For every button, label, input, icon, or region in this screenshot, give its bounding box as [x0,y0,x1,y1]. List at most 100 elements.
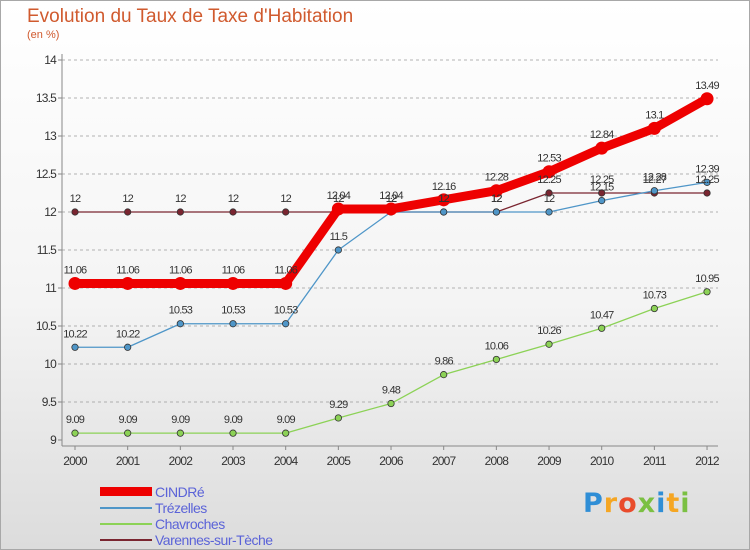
data-label: 9.09 [119,414,138,426]
data-label: 12 [70,193,81,205]
data-label: 10.95 [695,273,719,285]
data-point [545,208,553,216]
legend-item-varennes[interactable]: Varennes-sur-Tèche [100,532,340,548]
data-point [703,189,711,197]
data-point [176,320,184,328]
data-label: 12.25 [590,174,614,186]
data-point [489,184,503,198]
data-label: 12.28 [485,172,509,184]
data-label: 12 [280,193,291,205]
x-tick-label: 2009 [537,454,562,468]
data-point [282,429,290,437]
data-label: 12 [386,193,397,205]
grid-lines [62,59,718,403]
legend-label: Chavroches [155,516,225,532]
chart-subtitle: (en %) [27,29,60,41]
series-group [68,92,714,437]
data-point [176,429,184,437]
logo-letter: i [680,488,691,519]
data-label: 12 [491,193,502,205]
y-tick-label: 13 [44,129,57,143]
legend-label: Trézelles [155,500,207,516]
data-point [387,399,395,408]
data-label: 13.49 [695,80,719,92]
data-point [595,141,609,155]
data-label: 12 [491,193,502,205]
x-tick-label: 2012 [695,454,720,468]
data-labels: 11.06 11.06 11.06 11.06 11.06 12.04 12.04 12.16… [63,80,720,426]
data-label: 11.06 [274,264,297,276]
data-label: 11.06 [222,264,245,276]
data-point [71,343,79,351]
logo-letter: t [666,488,681,519]
data-point [68,276,82,290]
data-point [124,343,132,351]
y-tick-label: 10.5 [36,319,57,333]
legend-swatch [100,487,152,496]
x-tick-label: 2000 [63,454,88,468]
data-point [229,208,237,216]
y-tick-label: 11.5 [37,243,57,257]
legend-item-cindre[interactable]: CINDRé [100,484,340,500]
legend-swatch [100,523,152,525]
logo-letter: r [603,488,619,519]
y-tick-label: 12.5 [36,167,57,181]
data-label: 10.53 [169,305,193,317]
data-point [542,165,556,179]
data-label: 12.16 [432,181,456,193]
data-label: 11.06 [169,264,192,276]
x-tick-label: 2004 [274,454,299,468]
data-point [229,320,237,328]
data-label: 9.09 [224,414,243,426]
data-label: 12 [438,193,449,205]
data-point [331,202,345,216]
data-point [700,92,714,106]
data-label: 10.06 [485,340,509,352]
data-point [598,324,606,332]
data-label: 10.53 [274,305,298,317]
data-label: 11.06 [116,264,139,276]
data-point [650,304,658,313]
x-tick-label: 2011 [643,454,667,468]
y-tick-label: 9.5 [42,395,57,409]
y-tick-label: 14 [44,53,57,67]
data-point [229,429,237,437]
chart-title: Evolution du Taux de Taxe d'Habitation [27,6,354,27]
data-label: 10.22 [63,328,87,340]
legend-item-chavroches[interactable]: Chavroches [100,516,340,532]
x-tick-label: 2008 [485,454,510,468]
data-label: 12.15 [590,182,614,194]
data-label: 11.5 [330,231,348,243]
data-point [598,189,606,197]
data-point [650,187,658,195]
data-point [121,276,135,290]
proxiti-logo: Proxiti [583,488,691,519]
logo-letter: o [618,488,638,519]
data-label: 11.06 [64,264,87,276]
data-label: 10.73 [643,290,667,302]
data-point [440,208,448,216]
x-tick-label: 2005 [327,454,352,468]
data-point [124,429,132,437]
logo-letter: i [656,488,667,519]
y-tick-label: 12 [44,205,57,219]
logo-letter: x [637,488,657,519]
y-tick-label: 13.5 [36,91,57,105]
data-label: 9.09 [66,414,85,426]
data-label: 12.39 [695,163,719,175]
legend-label: Varennes-sur-Tèche [155,532,273,548]
legend-item-trezelles[interactable]: Trézelles [100,500,340,516]
data-point [173,276,187,290]
data-label: 12 [228,193,239,205]
data-label: 10.22 [116,328,140,340]
axes: 9 9.5 10 10.5 11 11.5 12 12.5 13 13.5 14 2000 2001 20… [36,53,721,468]
data-point [545,340,553,348]
data-label: 12 [175,193,186,205]
data-point [598,197,606,205]
data-label: 9.29 [329,399,348,411]
data-point [384,202,398,216]
data-label: 12 [386,193,397,205]
x-tick-label: 2002 [169,454,194,468]
